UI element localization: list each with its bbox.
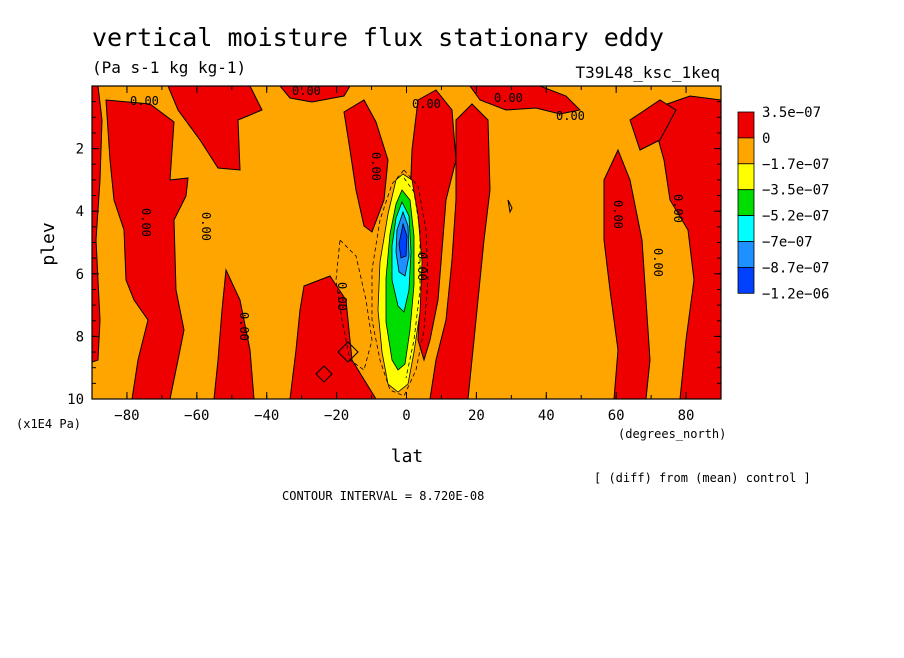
dashed-contour-3 bbox=[403, 177, 421, 379]
contour-label: 0.00 bbox=[671, 194, 685, 223]
colorbar-label: −8.7e−07 bbox=[762, 260, 829, 276]
contour-label: 0.00 bbox=[415, 252, 429, 281]
contour-label: 0.00 bbox=[369, 152, 383, 181]
contour-label: 0.00 bbox=[335, 282, 349, 311]
red-region-top-left bbox=[167, 86, 263, 171]
red-region-north-upper bbox=[629, 99, 677, 151]
dashed-contours bbox=[335, 169, 429, 397]
colorbar-label: 0 bbox=[762, 131, 770, 147]
contour-label: 0.00 bbox=[556, 109, 585, 123]
plot-area: 0.00 0.00 0.00 0.00 0.00 0.00 0.00 0.00 … bbox=[92, 84, 721, 399]
colorbar-swatch bbox=[737, 266, 755, 294]
y-tick-label: 6 bbox=[76, 267, 84, 283]
x-axis-label: lat bbox=[391, 446, 424, 467]
chart-title: vertical moisture flux stationary eddy bbox=[92, 23, 664, 52]
contour-label: 0.00 bbox=[494, 91, 523, 105]
red-region-midlat-south bbox=[213, 268, 255, 399]
red-region-top-middle bbox=[279, 86, 351, 103]
contour-label: 0.00 bbox=[139, 208, 153, 237]
x-tick-label: 60 bbox=[608, 408, 625, 424]
small-tick-contour bbox=[507, 199, 513, 214]
red-region-south-polar bbox=[105, 99, 189, 399]
contour-label: 0.00 bbox=[199, 212, 213, 241]
x-tick-label: 0 bbox=[402, 408, 410, 424]
colorbar-label: 3.5e−07 bbox=[762, 105, 821, 121]
dashed-contour-2 bbox=[335, 239, 373, 371]
colorbar: 3.5e−07 0 −1.7e−07 −3.5e−07 −5.2e−07 −7e−07 −8… bbox=[737, 105, 829, 302]
small-diamond-1 bbox=[337, 341, 359, 363]
contour-label: 0.00 bbox=[130, 94, 159, 108]
y-axis-label: plev bbox=[38, 222, 59, 265]
colorbar-swatch bbox=[737, 215, 755, 242]
colorbar-swatch bbox=[737, 163, 755, 191]
colorbar-label: −5.2e−07 bbox=[762, 209, 829, 225]
colorbar-swatch bbox=[737, 137, 755, 165]
contour-label: 0.00 bbox=[651, 248, 665, 277]
y-axis-units: (x1E4 Pa) bbox=[16, 417, 81, 431]
run-label: T39L48_ksc_1keq bbox=[576, 63, 721, 82]
y-tick-label: 8 bbox=[76, 329, 84, 345]
contour-interval: CONTOUR INTERVAL = 8.720E-08 bbox=[282, 489, 484, 503]
colorbar-label: −7e−07 bbox=[762, 235, 813, 251]
x-tick-label: −40 bbox=[254, 408, 279, 424]
colorbar-swatch bbox=[737, 189, 755, 216]
negative-plume bbox=[377, 173, 423, 393]
closed-contours bbox=[315, 199, 513, 383]
red-region-subtropic-south bbox=[289, 275, 377, 399]
x-tick-label: −20 bbox=[324, 408, 349, 424]
red-region-top-right bbox=[469, 86, 582, 115]
small-diamond-2 bbox=[315, 365, 333, 383]
red-region-left-edge bbox=[92, 86, 103, 363]
contour-label: 0.00 bbox=[412, 97, 441, 111]
red-region-upper-south bbox=[343, 99, 389, 233]
dashed-contour-1 bbox=[371, 169, 429, 397]
contour-labels: 0.00 0.00 0.00 0.00 0.00 0.00 0.00 0.00 … bbox=[130, 84, 685, 341]
y-tick-label: 2 bbox=[76, 142, 84, 158]
plume-blue bbox=[398, 222, 408, 259]
colorbar-label: −1.2e−06 bbox=[762, 286, 829, 302]
x-tick-label: 20 bbox=[468, 408, 485, 424]
chart-units: (Pa s-1 kg kg-1) bbox=[92, 58, 246, 77]
colorbar-swatch bbox=[737, 241, 755, 268]
contour-label: 0.00 bbox=[237, 312, 251, 341]
y-tick-label: 4 bbox=[76, 204, 84, 220]
x-tick-label: 40 bbox=[538, 408, 555, 424]
diff-note: [ (diff) from (mean) control ] bbox=[594, 471, 811, 485]
x-tick-label: 80 bbox=[678, 408, 695, 424]
y-axis: 2 4 6 8 10 bbox=[67, 101, 721, 408]
colorbar-label: −1.7e−07 bbox=[762, 157, 829, 173]
red-region-north-subtropic bbox=[429, 103, 491, 399]
positive-regions bbox=[92, 86, 721, 399]
colorbar-swatch bbox=[737, 111, 755, 139]
x-axis: −80 −60 −40 −20 0 20 40 60 80 bbox=[91, 86, 722, 424]
contour-label: 0.00 bbox=[611, 200, 625, 229]
x-axis-units: (degrees_north) bbox=[618, 427, 726, 441]
red-region-north-midlat bbox=[603, 148, 651, 399]
x-tick-label: −60 bbox=[184, 408, 209, 424]
red-region-north-polar bbox=[649, 95, 721, 399]
contour-label: 0.00 bbox=[292, 84, 321, 98]
colorbar-label: −3.5e−07 bbox=[762, 183, 829, 199]
x-tick-label: −80 bbox=[114, 408, 139, 424]
y-tick-label: 10 bbox=[67, 392, 84, 408]
